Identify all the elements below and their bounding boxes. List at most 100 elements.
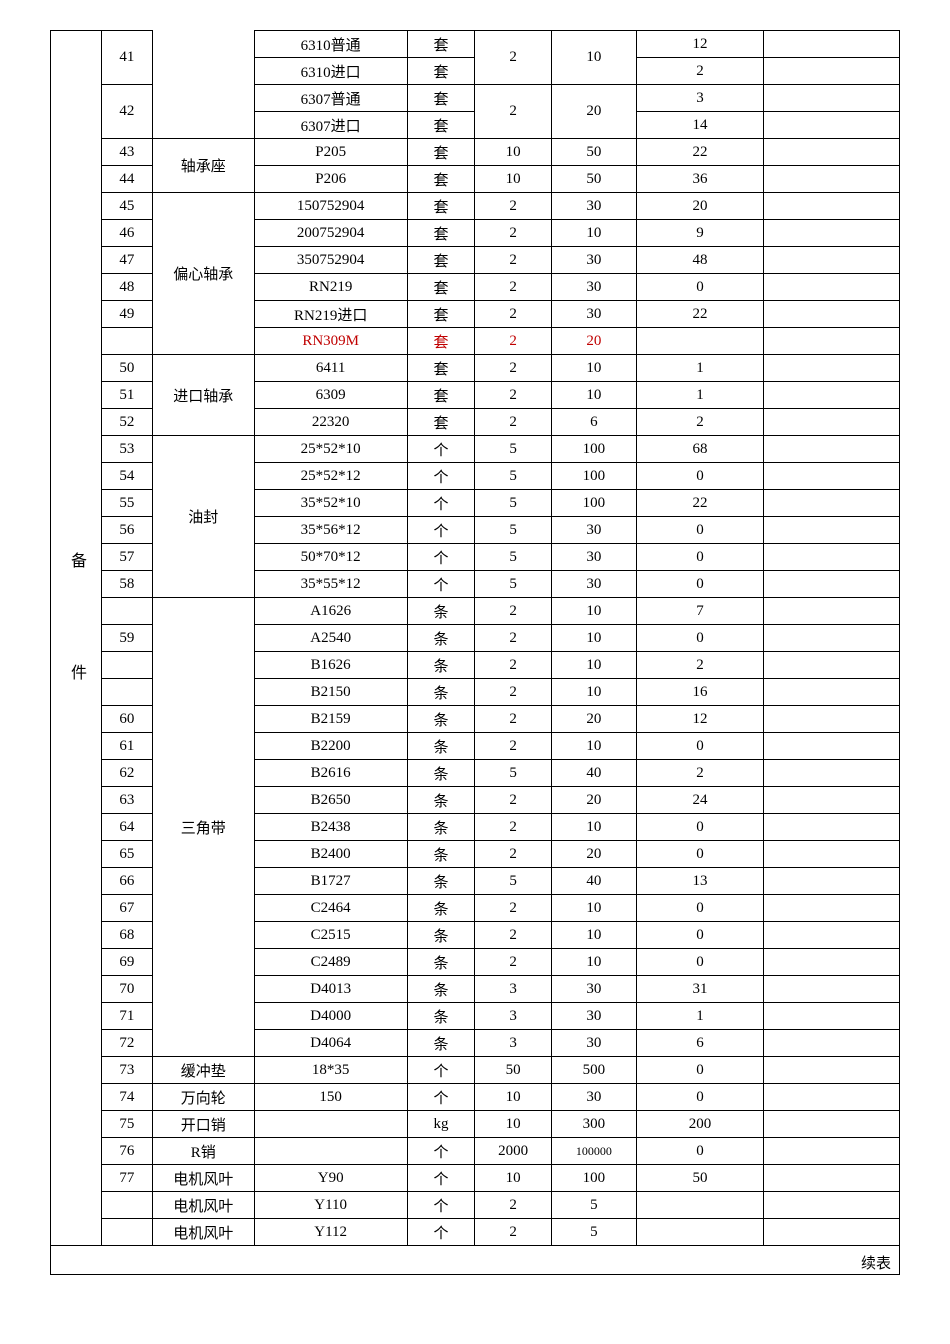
spec-cell: 150 — [254, 1084, 407, 1111]
spec-cell: P206 — [254, 166, 407, 193]
col-c1: 10 — [475, 1165, 551, 1192]
row-no — [101, 1219, 152, 1246]
col-c3: 0 — [636, 1057, 763, 1084]
spec-cell: RN309M — [254, 328, 407, 355]
col-c1: 2 — [475, 1192, 551, 1219]
row-no: 58 — [101, 571, 152, 598]
col-blank — [764, 1111, 900, 1138]
spec-cell: B2650 — [254, 787, 407, 814]
col-c1: 2 — [475, 301, 551, 328]
spec-cell: 6310普通 — [254, 31, 407, 58]
unit-cell: 条 — [407, 598, 475, 625]
col-c3: 7 — [636, 598, 763, 625]
spec-cell: B2400 — [254, 841, 407, 868]
unit-cell: 套 — [407, 85, 475, 112]
col-blank — [764, 112, 900, 139]
col-c2: 5 — [551, 1192, 636, 1219]
spec-cell: 6310进口 — [254, 58, 407, 85]
spec-cell: B2159 — [254, 706, 407, 733]
row-no: 74 — [101, 1084, 152, 1111]
col-blank — [764, 976, 900, 1003]
unit-cell: 条 — [407, 976, 475, 1003]
col-c1: 2 — [475, 409, 551, 436]
col-c1: 2 — [475, 895, 551, 922]
col-c1: 5 — [475, 490, 551, 517]
col-c1: 2 — [475, 220, 551, 247]
col-blank — [764, 571, 900, 598]
unit-cell: 条 — [407, 949, 475, 976]
row-no: 55 — [101, 490, 152, 517]
row-no: 57 — [101, 544, 152, 571]
unit-cell: 套 — [407, 220, 475, 247]
unit-cell: 个 — [407, 490, 475, 517]
spec-cell: D4064 — [254, 1030, 407, 1057]
col-c1: 2 — [475, 1219, 551, 1246]
row-no: 47 — [101, 247, 152, 274]
col-c1: 2 — [475, 85, 551, 139]
spec-cell — [254, 1111, 407, 1138]
row-no: 70 — [101, 976, 152, 1003]
col-blank — [764, 220, 900, 247]
col-blank — [764, 895, 900, 922]
col-c3: 48 — [636, 247, 763, 274]
spec-cell: 35*56*12 — [254, 517, 407, 544]
col-blank — [764, 193, 900, 220]
col-blank — [764, 949, 900, 976]
unit-cell: 个 — [407, 463, 475, 490]
spec-cell: 50*70*12 — [254, 544, 407, 571]
col-c1: 2 — [475, 679, 551, 706]
unit-cell: 条 — [407, 1003, 475, 1030]
spec-cell: B2150 — [254, 679, 407, 706]
col-blank — [764, 652, 900, 679]
spec-cell: D4000 — [254, 1003, 407, 1030]
col-c1: 2 — [475, 598, 551, 625]
col-c3: 1 — [636, 382, 763, 409]
col-c1: 10 — [475, 139, 551, 166]
col-c1: 5 — [475, 544, 551, 571]
col-c1: 3 — [475, 976, 551, 1003]
col-blank — [764, 841, 900, 868]
spec-cell — [254, 1138, 407, 1165]
row-no: 66 — [101, 868, 152, 895]
col-blank — [764, 301, 900, 328]
col-c2: 20 — [551, 841, 636, 868]
unit-cell: 套 — [407, 139, 475, 166]
spec-cell: RN219 — [254, 274, 407, 301]
col-c2: 10 — [551, 814, 636, 841]
col-c3: 2 — [636, 58, 763, 85]
col-blank — [764, 1030, 900, 1057]
row-no: 46 — [101, 220, 152, 247]
row-no: 64 — [101, 814, 152, 841]
spec-cell: 150752904 — [254, 193, 407, 220]
col-c1: 2 — [475, 706, 551, 733]
row-no: 56 — [101, 517, 152, 544]
spec-cell: 6307普通 — [254, 85, 407, 112]
unit-cell: 个 — [407, 1084, 475, 1111]
unit-cell: 个 — [407, 544, 475, 571]
row-no: 63 — [101, 787, 152, 814]
col-c3: 0 — [636, 1084, 763, 1111]
spec-cell: 350752904 — [254, 247, 407, 274]
col-c1: 5 — [475, 463, 551, 490]
spec-cell: B2616 — [254, 760, 407, 787]
unit-cell: 套 — [407, 31, 475, 58]
unit-cell: kg — [407, 1111, 475, 1138]
col-c3: 1 — [636, 1003, 763, 1030]
col-c1: 2 — [475, 625, 551, 652]
unit-cell: 条 — [407, 706, 475, 733]
spec-cell: C2464 — [254, 895, 407, 922]
footer-continued: 续表 — [51, 1246, 899, 1274]
row-no: 71 — [101, 1003, 152, 1030]
col-blank — [764, 625, 900, 652]
col-blank — [764, 1165, 900, 1192]
col-c2: 5 — [551, 1219, 636, 1246]
col-c2: 30 — [551, 301, 636, 328]
col-c3: 0 — [636, 922, 763, 949]
unit-cell: 条 — [407, 787, 475, 814]
row-no — [101, 328, 152, 355]
unit-cell: 套 — [407, 301, 475, 328]
side-label: 备 件 — [51, 31, 102, 1246]
col-c2: 30 — [551, 1084, 636, 1111]
col-c1: 2 — [475, 247, 551, 274]
col-c2: 10 — [551, 355, 636, 382]
